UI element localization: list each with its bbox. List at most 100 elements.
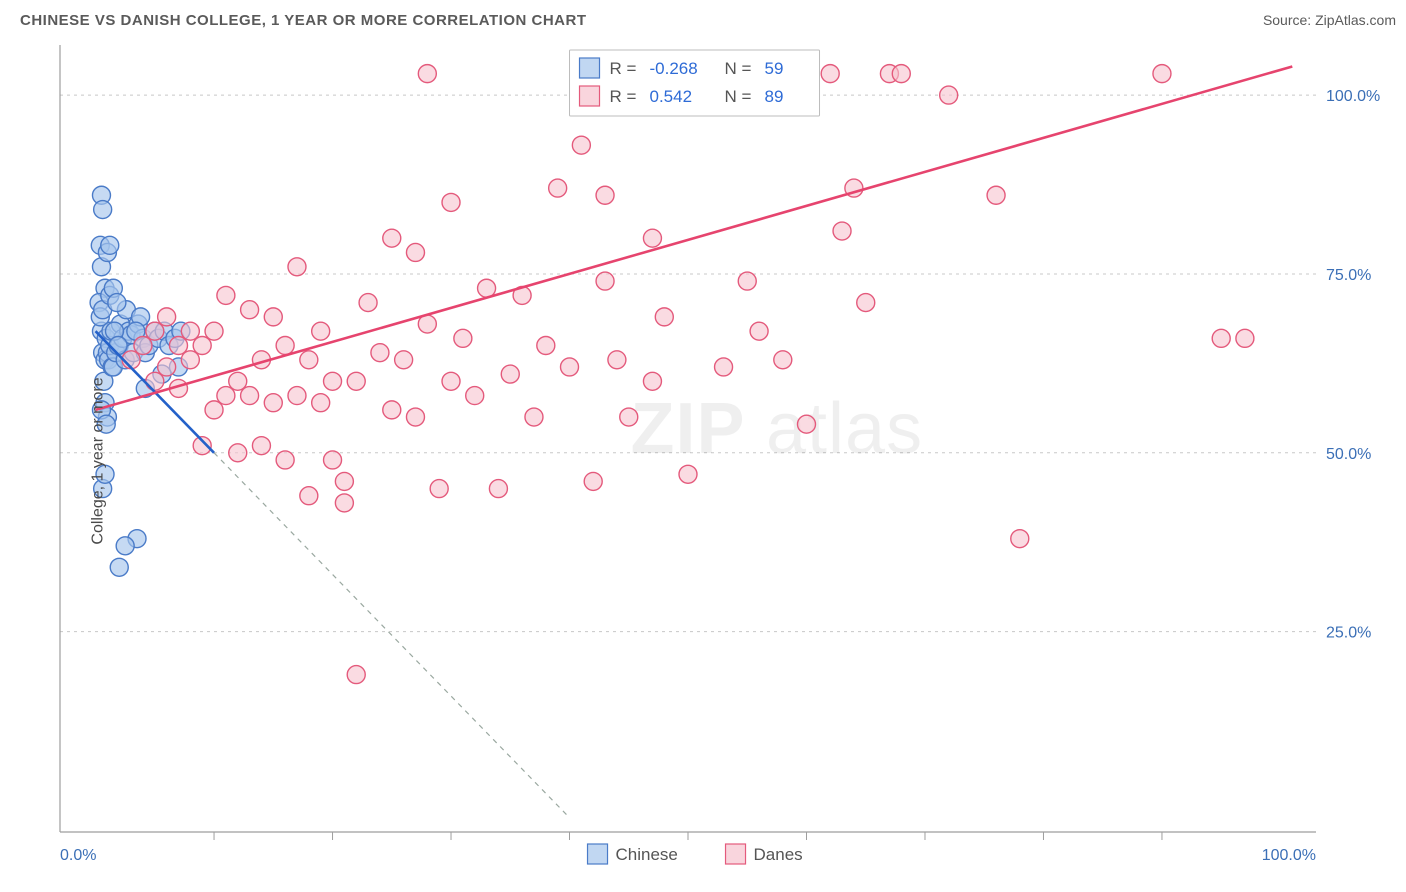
chart-container: College, 1 year or more 25.0%50.0%75.0%1… <box>20 40 1386 882</box>
legend-n-label: N = <box>725 87 752 106</box>
source-name: ZipAtlas.com <box>1315 12 1396 28</box>
scatter-point <box>395 351 413 369</box>
x-tick-label: 0.0% <box>60 847 96 864</box>
x-tick-label: 100.0% <box>1262 847 1316 864</box>
scatter-point <box>217 387 235 405</box>
scatter-point <box>205 401 223 419</box>
scatter-point <box>312 322 330 340</box>
scatter-point <box>525 408 543 426</box>
y-axis-title: College, 1 year or more <box>90 377 108 544</box>
scatter-point <box>655 308 673 326</box>
scatter-point <box>821 65 839 83</box>
scatter-point <box>643 372 661 390</box>
scatter-point <box>797 415 815 433</box>
source-label: Source: <box>1263 12 1311 28</box>
legend-r-label: R = <box>610 59 637 78</box>
legend-r-value: 0.542 <box>650 87 693 106</box>
scatter-point <box>1153 65 1171 83</box>
scatter-point <box>241 301 259 319</box>
scatter-point <box>537 336 555 354</box>
scatter-point <box>169 336 187 354</box>
scatter-point <box>335 494 353 512</box>
y-tick-label: 75.0% <box>1326 267 1371 284</box>
scatter-point <box>774 351 792 369</box>
scatter-point <box>347 666 365 684</box>
scatter-point <box>300 351 318 369</box>
scatter-point <box>110 558 128 576</box>
scatter-point <box>940 86 958 104</box>
scatter-point <box>324 372 342 390</box>
scatter-point <box>241 387 259 405</box>
bottom-legend-swatch <box>588 844 608 864</box>
scatter-point <box>264 308 282 326</box>
scatter-point <box>406 408 424 426</box>
scatter-point <box>549 179 567 197</box>
scatter-point <box>561 358 579 376</box>
scatter-point <box>108 294 126 312</box>
scatter-point <box>442 193 460 211</box>
scatter-point <box>324 451 342 469</box>
scatter-point <box>252 437 270 455</box>
scatter-point <box>406 243 424 261</box>
y-tick-label: 25.0% <box>1326 625 1371 642</box>
scatter-point <box>738 272 756 290</box>
scatter-point <box>430 480 448 498</box>
scatter-point <box>181 322 199 340</box>
scatter-point <box>596 186 614 204</box>
scatter-point <box>276 336 294 354</box>
legend-swatch <box>580 86 600 106</box>
scatter-point <box>300 487 318 505</box>
scatter-point <box>1212 329 1230 347</box>
scatter-point <box>892 65 910 83</box>
scatter-point <box>418 65 436 83</box>
scatter-point <box>501 365 519 383</box>
legend-r-label: R = <box>610 87 637 106</box>
scatter-point <box>312 394 330 412</box>
page-title: CHINESE VS DANISH COLLEGE, 1 YEAR OR MOR… <box>20 12 587 29</box>
bottom-legend-label: Chinese <box>616 845 678 864</box>
trend-line <box>96 66 1293 409</box>
legend-r-value: -0.268 <box>650 59 698 78</box>
scatter-point <box>572 136 590 154</box>
legend-n-value: 89 <box>765 87 784 106</box>
legend-swatch <box>580 58 600 78</box>
scatter-point <box>116 537 134 555</box>
source-credit: Source: ZipAtlas.com <box>1263 12 1396 28</box>
scatter-point <box>205 322 223 340</box>
legend-n-label: N = <box>725 59 752 78</box>
scatter-point <box>987 186 1005 204</box>
scatter-point <box>335 472 353 490</box>
scatter-point <box>229 372 247 390</box>
scatter-point <box>94 201 112 219</box>
svg-text:ZIP: ZIP <box>630 389 745 469</box>
scatter-point <box>229 444 247 462</box>
scatter-point <box>146 322 164 340</box>
bottom-legend-swatch <box>726 844 746 864</box>
scatter-point <box>1011 530 1029 548</box>
scatter-point <box>857 294 875 312</box>
scatter-point <box>608 351 626 369</box>
scatter-point <box>288 258 306 276</box>
scatter-point <box>359 294 377 312</box>
scatter-point <box>620 408 638 426</box>
scatter-point <box>383 401 401 419</box>
trend-line-extension <box>214 453 569 818</box>
scatter-point <box>584 472 602 490</box>
scatter-point <box>489 480 507 498</box>
scatter-point <box>442 372 460 390</box>
scatter-point <box>217 286 235 304</box>
scatter-point <box>750 322 768 340</box>
scatter-point <box>454 329 472 347</box>
scatter-point <box>158 308 176 326</box>
legend-n-value: 59 <box>765 59 784 78</box>
scatter-point <box>288 387 306 405</box>
scatter-point <box>679 465 697 483</box>
scatter-point <box>466 387 484 405</box>
scatter-point <box>371 344 389 362</box>
scatter-point <box>109 336 127 354</box>
bottom-legend-label: Danes <box>754 845 803 864</box>
scatter-point <box>181 351 199 369</box>
scatter-point <box>146 372 164 390</box>
scatter-point <box>833 222 851 240</box>
scatter-point <box>1236 329 1254 347</box>
